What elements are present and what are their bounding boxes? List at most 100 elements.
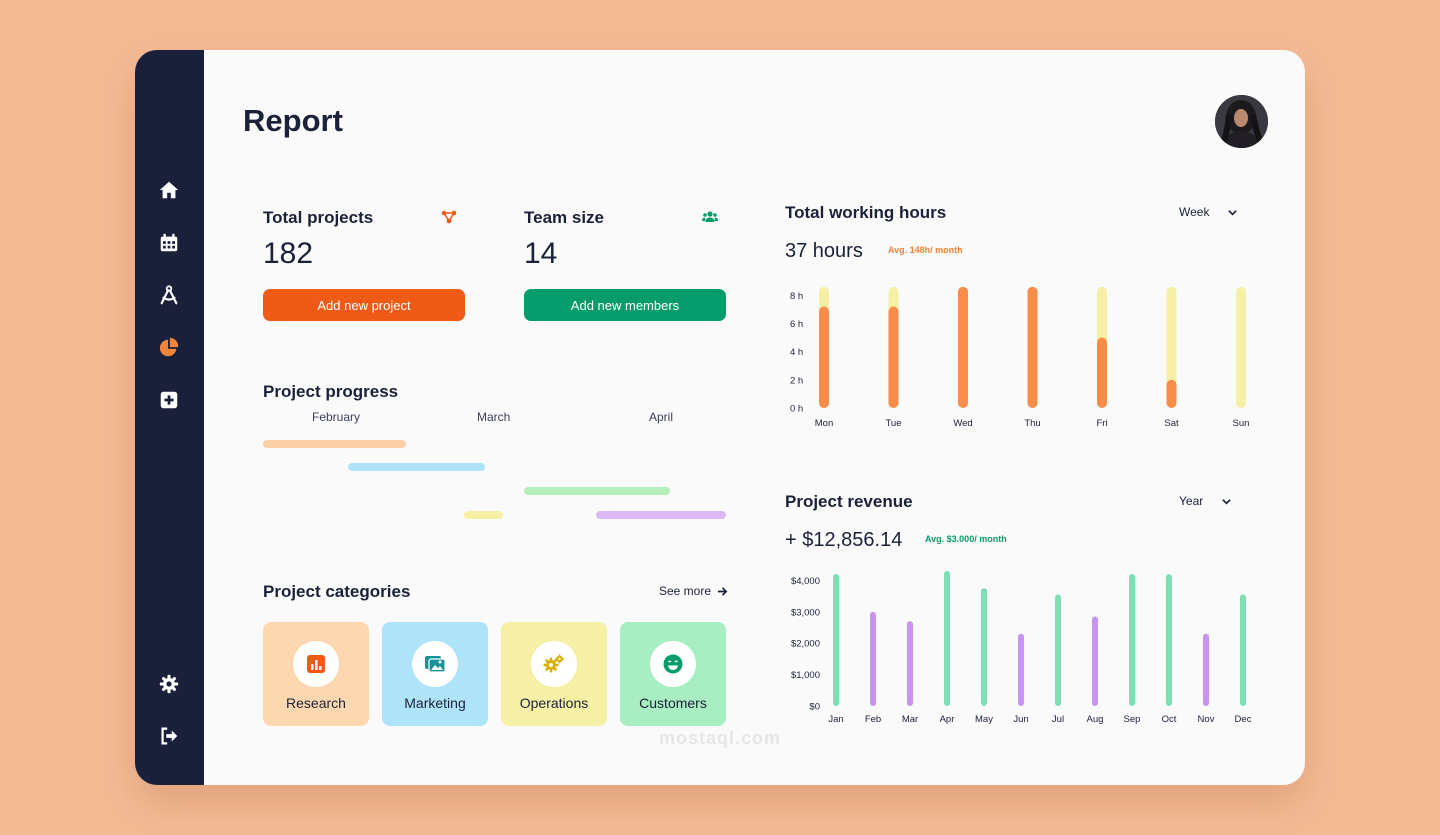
gantt-bar[interactable]: [596, 511, 726, 519]
chevron-down-icon: [1228, 209, 1238, 216]
working-hours-total: 37 hours: [785, 240, 863, 262]
year-dropdown[interactable]: Year: [1179, 494, 1232, 508]
x-tick-label: Sep: [1124, 714, 1141, 725]
revenue-bar: [1018, 633, 1024, 706]
y-tick-label: $3,000: [791, 607, 820, 618]
category-card-marketing[interactable]: Marketing: [382, 622, 488, 726]
gear-icon[interactable]: [156, 671, 182, 697]
gantt-bar[interactable]: [263, 440, 406, 448]
x-tick-label: May: [975, 714, 993, 725]
y-tick-label: 8 h: [790, 291, 803, 302]
see-more-link[interactable]: See more: [659, 584, 728, 598]
y-tick-label: 0 h: [790, 404, 803, 415]
team-size-title: Team size: [524, 208, 605, 227]
hours-bar: [1166, 379, 1177, 408]
y-tick-label: $1,000: [791, 670, 820, 681]
revenue-bar: [1203, 633, 1209, 706]
x-tick-label: Jan: [828, 714, 843, 725]
users-icon: [702, 209, 718, 225]
hours-bar: [1097, 337, 1107, 408]
week-dropdown-label: Week: [1179, 205, 1210, 219]
plus-square-icon[interactable]: [156, 387, 182, 413]
working-hours-avg: Avg. 148h/ month: [888, 245, 963, 255]
category-label: Marketing: [404, 695, 466, 711]
revenue-bar: [981, 588, 987, 706]
working-hours-title: Total working hours: [785, 203, 947, 222]
arrow-right-icon: [717, 586, 728, 596]
total-projects-title: Total projects: [263, 208, 374, 227]
page-title: Report: [243, 103, 343, 138]
smile-icon: [650, 641, 696, 687]
year-dropdown-label: Year: [1179, 494, 1204, 508]
watermark: mostaql.com: [658, 728, 782, 748]
gantt-month-label: February: [312, 410, 361, 424]
x-tick-label: Mon: [815, 418, 833, 429]
revenue-bar: [1055, 594, 1061, 706]
avatar[interactable]: [1215, 95, 1268, 148]
x-tick-label: Mar: [902, 714, 918, 725]
week-dropdown[interactable]: Week: [1179, 205, 1238, 219]
revenue-total: + $12,856.14: [785, 529, 903, 551]
gantt-month-label: April: [649, 410, 674, 424]
project-categories-title: Project categories: [263, 582, 411, 601]
y-tick-label: 4 h: [790, 347, 803, 358]
y-tick-label: 2 h: [790, 375, 803, 386]
category-label: Operations: [519, 695, 589, 711]
x-tick-label: Aug: [1087, 714, 1104, 725]
hours-bar: [1027, 286, 1038, 408]
hours-bar-background: [1166, 286, 1177, 408]
sidebar: [135, 50, 204, 785]
category-label: Customers: [639, 695, 707, 711]
x-tick-label: Wed: [953, 418, 972, 429]
logout-icon[interactable]: [156, 723, 182, 749]
gantt-bar[interactable]: [464, 511, 503, 519]
revenue-bar: [870, 611, 876, 706]
x-tick-label: Fri: [1096, 418, 1107, 429]
y-tick-label: $0: [809, 702, 820, 713]
image-gallery-icon: [412, 641, 458, 687]
gears-icon: [531, 641, 577, 687]
x-tick-label: Tue: [885, 418, 901, 429]
app-window: Report Total projects 182 Add new projec…: [135, 50, 1305, 785]
calendar-icon[interactable]: [156, 230, 182, 256]
project-revenue-title: Project revenue: [785, 492, 913, 511]
revenue-bar: [1129, 574, 1135, 706]
hours-bar: [819, 306, 829, 408]
x-tick-label: Sat: [1164, 418, 1179, 429]
gantt-bar[interactable]: [348, 463, 485, 471]
pie-chart-icon[interactable]: [156, 335, 182, 361]
category-card-operations[interactable]: Operations: [501, 622, 607, 726]
chevron-down-icon: [1222, 498, 1232, 505]
category-label: Research: [286, 695, 346, 711]
revenue-bar: [907, 621, 913, 706]
gantt-month-label: March: [477, 410, 511, 424]
hours-bar: [888, 306, 899, 408]
home-icon[interactable]: [156, 177, 182, 203]
category-card-customers[interactable]: Customers: [620, 622, 726, 726]
hours-bar: [958, 286, 968, 408]
x-tick-label: Jul: [1052, 714, 1064, 725]
revenue-avg: Avg. $3.000/ month: [925, 534, 1007, 544]
y-tick-label: $4,000: [791, 576, 820, 587]
x-tick-label: Nov: [1198, 714, 1215, 725]
gantt-bar[interactable]: [524, 487, 670, 495]
x-tick-label: Sun: [1233, 418, 1250, 429]
revenue-bar: [944, 571, 950, 706]
y-tick-label: $2,000: [791, 639, 820, 650]
x-tick-label: Dec: [1235, 714, 1252, 725]
working-hours-chart: 0 h 2 h 4 h 6 h 8 h Mon Tue Wed Thu Fri Sat Sun: [790, 286, 1250, 429]
drafting-compass-icon[interactable]: [156, 282, 182, 308]
category-card-research[interactable]: Research: [263, 622, 369, 726]
bar-chart-icon: [293, 641, 339, 687]
add-new-members-button[interactable]: Add new members: [524, 289, 726, 321]
x-tick-label: Feb: [865, 714, 881, 725]
add-new-project-button[interactable]: Add new project: [263, 289, 465, 321]
x-tick-label: Jun: [1013, 714, 1028, 725]
x-tick-label: Oct: [1162, 714, 1177, 725]
nodes-icon: [441, 209, 457, 225]
x-tick-label: Thu: [1024, 418, 1040, 429]
x-tick-label: Apr: [940, 714, 955, 725]
revenue-bar: [833, 574, 839, 706]
see-more-label: See more: [659, 584, 712, 598]
team-size-value: 14: [524, 237, 558, 270]
